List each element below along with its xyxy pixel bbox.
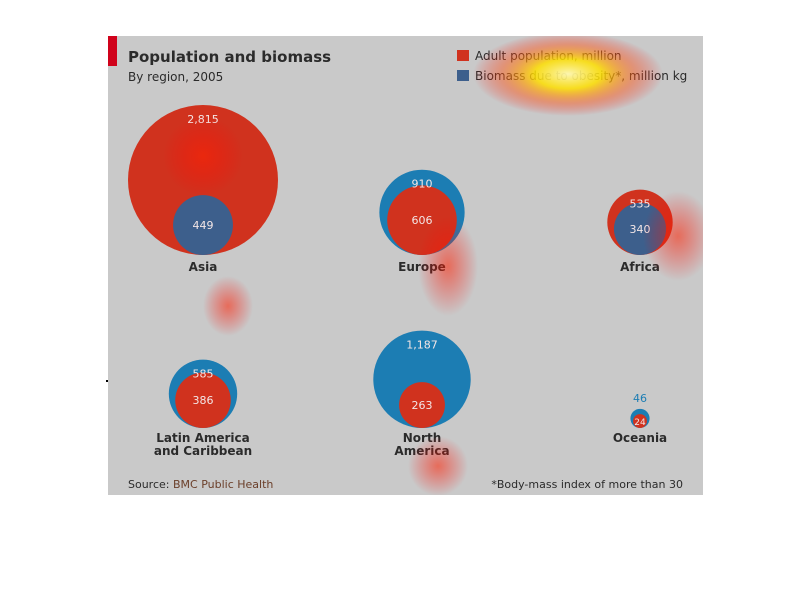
bubble-population-latin-america-and-caribbean (175, 372, 231, 428)
source-name: BMC Public Health (172, 478, 274, 491)
title-accent-bar (108, 36, 117, 66)
value-label-population-europe: 606 (412, 214, 433, 227)
region-europe: 910 606 Europe (379, 169, 465, 274)
region-latin-america-and-caribbean: 585 386 Latin America and Caribbean (154, 359, 252, 458)
value-label-biomass-north-america: 1,187 (406, 339, 438, 352)
region-label-latin-america-and-caribbean: Latin America and Caribbean (154, 431, 252, 458)
region-label-oceania: Oceania (613, 431, 667, 445)
region-label-north-america: North America (394, 431, 449, 458)
value-label-population-africa: 535 (630, 198, 651, 211)
legend-swatch-population (457, 50, 469, 61)
value-label-biomass-latin-america-and-caribbean: 585 (193, 368, 214, 381)
source-note: Source: BMC Public Health (128, 478, 273, 491)
region-label-europe: Europe (398, 260, 446, 274)
value-label-biomass-asia: 449 (193, 219, 214, 232)
value-label-biomass-africa: 340 (630, 223, 651, 236)
region-africa: 535 340 Africa (607, 189, 673, 274)
value-label-biomass-europe: 910 (412, 178, 433, 191)
region-north-america: 1,187 263 North America (373, 330, 471, 458)
footnote: *Body-mass index of more than 30 (491, 478, 683, 491)
chart-panel: Population and biomass By region, 2005 A… (108, 36, 703, 495)
region-oceania: 46 24 Oceania (613, 392, 667, 445)
source-prefix: Source: (128, 478, 173, 491)
value-label-population-latin-america-and-caribbean: 386 (193, 394, 214, 407)
value-label-population-oceania: 24 (634, 418, 646, 428)
chart-title: Population and biomass (128, 48, 332, 66)
bubble-population-oceania (633, 414, 647, 428)
legend-swatch-biomass (457, 70, 469, 81)
bubble-chart: 2,815 449 Asia 910 606 Europe 535 340 Africa 585 3… (128, 105, 673, 458)
value-label-population-asia: 2,815 (187, 113, 219, 126)
chart-subtitle: By region, 2005 (128, 70, 224, 84)
region-label-asia: Asia (189, 260, 218, 274)
bubble-biomass-north-america (373, 330, 471, 429)
region-asia: 2,815 449 Asia (128, 105, 278, 274)
bubble-population-north-america (399, 382, 445, 428)
value-label-biomass-oceania: 46 (633, 392, 647, 405)
value-label-population-north-america: 263 (412, 399, 433, 412)
bubble-biomass-asia (173, 195, 233, 255)
stray-mark (106, 380, 108, 382)
region-label-africa: Africa (620, 260, 660, 274)
